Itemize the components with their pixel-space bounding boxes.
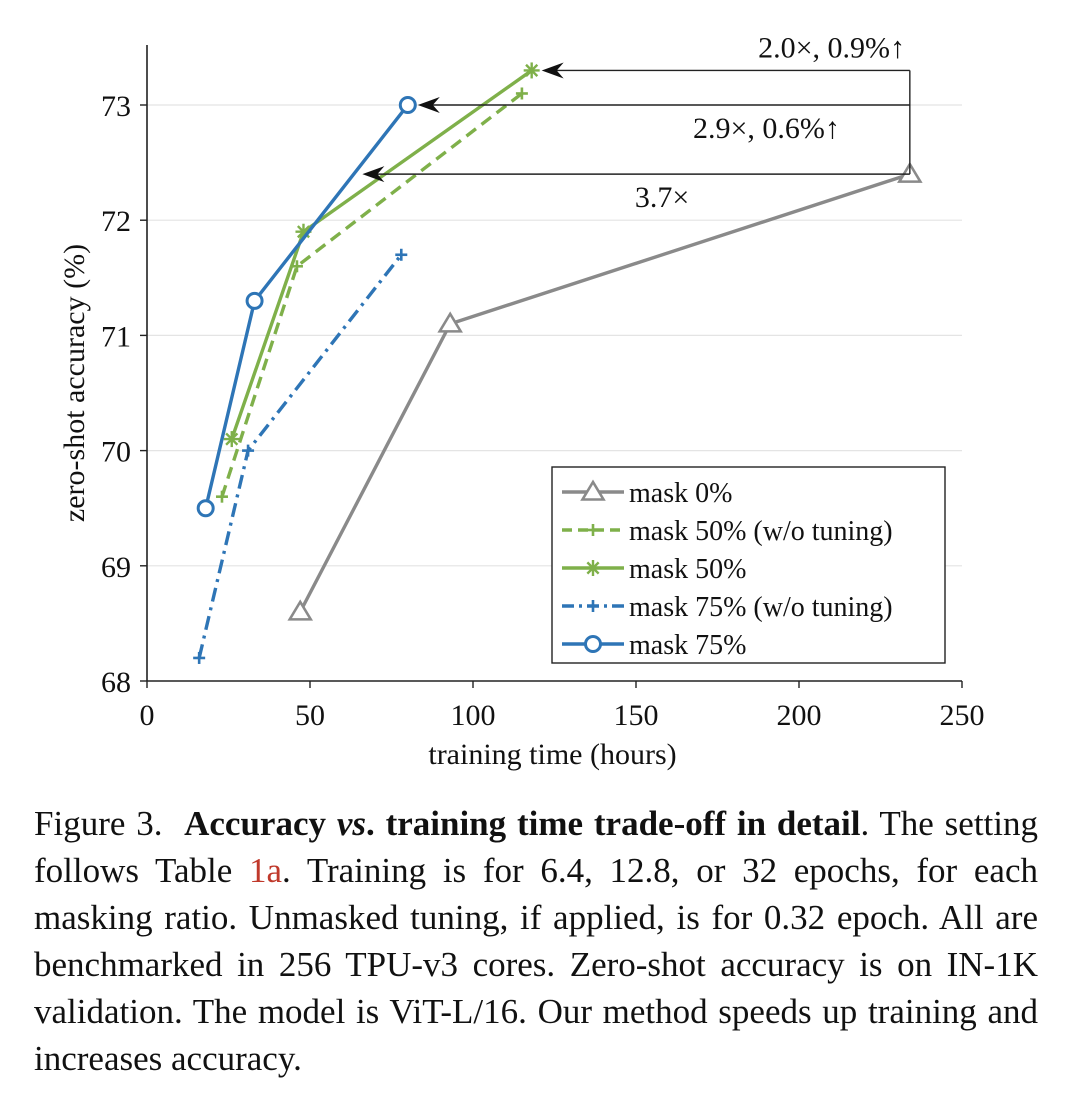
- legend-box: [551, 466, 946, 664]
- y-axis-label: zero-shot accuracy (%): [58, 244, 91, 522]
- caption-bold-2: . training time trade-off in detail: [366, 804, 861, 843]
- chart: 0 50 100 150 200 250 68 69 70 71 72 73 training time…: [58, 31, 985, 771]
- legend-label: mask 50%: [629, 554, 746, 585]
- caption-lead: Figure 3.: [34, 804, 163, 843]
- legend-label: mask 75% (w/o tuning): [629, 592, 893, 623]
- table-reference-link[interactable]: 1a: [248, 851, 283, 890]
- legend-entry: mask 50% (w/o tuning): [562, 516, 893, 547]
- series-1: [215, 87, 528, 503]
- y-tick-label: 72: [101, 205, 131, 238]
- data-point: [523, 62, 540, 79]
- legend-label: mask 0%: [629, 478, 732, 509]
- data-point: [287, 599, 314, 621]
- x-tick-label: 0: [140, 699, 155, 732]
- legend-entry: mask 75%: [562, 630, 746, 661]
- legend-label: mask 50% (w/o tuning): [629, 516, 893, 547]
- y-tick-label: 69: [101, 551, 131, 584]
- series-line: [230, 69, 533, 440]
- x-tick-label: 200: [777, 699, 822, 732]
- series-3: [193, 248, 408, 664]
- legend-entry: mask 50%: [562, 554, 746, 585]
- legend-marker: [587, 524, 599, 536]
- legend-entry: mask 75% (w/o tuning): [562, 592, 893, 623]
- chart-svg: 0 50 100 150 200 250 68 69 70 71 72 73 training time…: [58, 31, 985, 771]
- annotation-arrowhead: [541, 62, 564, 79]
- x-tick-label: 100: [451, 699, 496, 732]
- data-point: [515, 87, 528, 100]
- series-line: [204, 103, 410, 509]
- caption-text-2: . Training is for 6.4, 12.8, or 32 epoch…: [34, 851, 1038, 1078]
- legend-marker: [584, 635, 602, 653]
- x-axis-label: training time (hours): [428, 738, 676, 771]
- legend-marker: [587, 600, 599, 612]
- data-point: [242, 444, 255, 457]
- data-point: [245, 291, 264, 310]
- data-point: [437, 311, 463, 333]
- data-point: [395, 248, 408, 261]
- x-tick-label: 50: [295, 699, 325, 732]
- data-point: [223, 431, 240, 448]
- series-4: [196, 96, 417, 518]
- data-point: [398, 96, 417, 114]
- x-tick-label: 150: [614, 699, 659, 732]
- data-point: [196, 499, 215, 518]
- annotation-label: 3.7×: [635, 181, 689, 214]
- legend-label: mask 75%: [629, 630, 746, 661]
- series-line: [220, 92, 523, 498]
- legend-marker: [585, 560, 601, 576]
- legend-marker: [580, 479, 606, 501]
- caption-bold-italic: vs: [336, 804, 366, 843]
- figure-caption: Figure 3. Accuracy vs. training time tra…: [34, 800, 1038, 1082]
- annotation-arrowhead: [362, 166, 385, 183]
- series-0: [287, 161, 923, 621]
- y-tick-label: 70: [101, 436, 131, 469]
- x-tick-label: 250: [940, 699, 985, 732]
- data-point: [193, 651, 206, 664]
- caption-bold-1: Accuracy: [184, 804, 337, 843]
- y-tick-label: 71: [101, 320, 131, 353]
- annotation-label: 2.9×, 0.6%↑: [693, 112, 840, 145]
- annotation-arrowhead: [417, 97, 440, 113]
- legend-entry: mask 0%: [562, 478, 732, 509]
- y-tick-label: 68: [101, 666, 131, 699]
- annotation-label: 2.0×, 0.9%↑: [758, 31, 905, 64]
- caption-text-1: . The setting follows Table: [34, 804, 1038, 890]
- series-line: [197, 253, 403, 659]
- series-2: [223, 62, 540, 448]
- y-tick-label: 73: [101, 90, 131, 123]
- data-point: [215, 490, 228, 503]
